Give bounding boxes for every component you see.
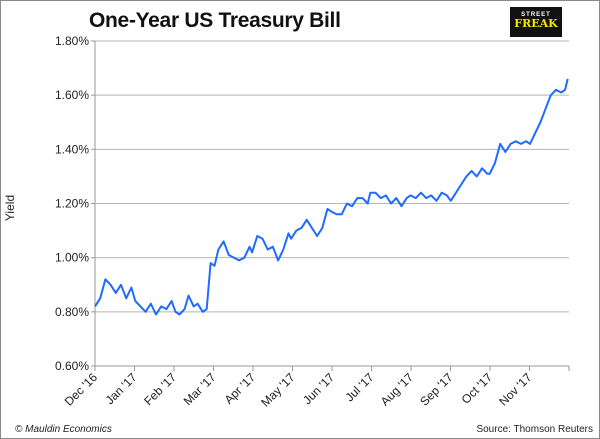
x-tick-label: Aug '17 — [378, 370, 417, 409]
source-note: Source: Thomson Reuters — [476, 424, 593, 435]
y-tick-label: 1.40% — [55, 142, 89, 156]
y-tick-label: 1.00% — [55, 251, 89, 265]
x-tick-label: Oct '17 — [459, 370, 496, 407]
x-tick-label: Jun '17 — [300, 370, 337, 407]
x-tick-label: Apr '17 — [222, 370, 259, 407]
x-tick-label: Jan '17 — [103, 370, 140, 407]
chart-title: One-Year US Treasury Bill — [89, 9, 341, 32]
y-tick-label: 1.20% — [55, 197, 89, 211]
x-tick-label: Mar '17 — [181, 370, 219, 408]
street-freak-logo: STREET FREAK — [510, 7, 562, 37]
x-tick-label: Nov '17 — [496, 370, 535, 409]
x-tick-label: Sep '17 — [417, 370, 456, 409]
copyright-note: © Mauldin Economics — [15, 424, 112, 435]
yield-line — [94, 78, 569, 316]
x-tick-label: May '17 — [258, 370, 298, 410]
x-tick-label: Jul '17 — [342, 370, 376, 404]
x-tick-label: Feb '17 — [141, 370, 179, 408]
y-tick-label: 1.60% — [55, 88, 89, 102]
y-tick-label: 1.80% — [55, 34, 89, 48]
logo-line1: STREET — [521, 12, 551, 18]
y-tick-label: 0.60% — [55, 359, 89, 373]
logo-line2: FREAK — [514, 17, 558, 30]
x-tick-label: Dec '16 — [62, 370, 101, 409]
y-tick-label: 0.80% — [55, 305, 89, 319]
